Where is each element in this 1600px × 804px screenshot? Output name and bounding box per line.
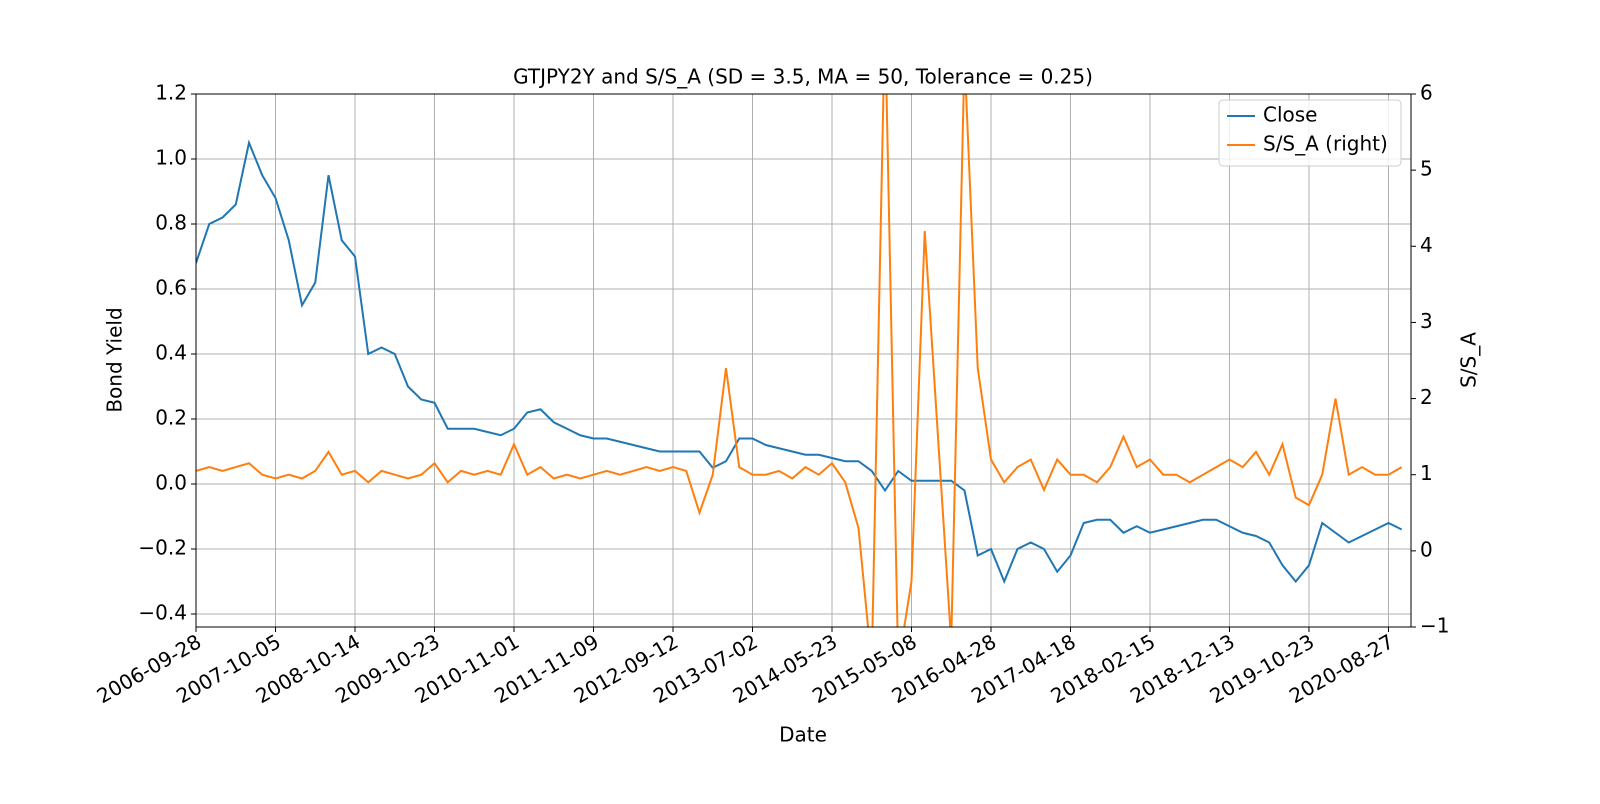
y-tick-label: 0.4 (155, 341, 187, 365)
x-axis-label: Date (779, 723, 827, 747)
y-axis-label: Bond Yield (103, 307, 127, 412)
y-tick-label: 1.0 (155, 146, 187, 170)
y-tick-label: 0.0 (155, 471, 187, 495)
y-tick-label: 0.6 (155, 276, 187, 300)
plot-frame (195, 93, 1412, 628)
y-tick-label: 1.2 (155, 81, 187, 105)
y2-tick-label: 0 (1420, 537, 1433, 561)
y2-tick-label: 3 (1420, 309, 1433, 333)
y-tick-label: −0.4 (138, 601, 187, 625)
y2-tick-label: 6 (1420, 81, 1433, 105)
y-tick-label: 0.2 (155, 406, 187, 430)
chart-title: GTJPY2Y and S/S_A (SD = 3.5, MA = 50, To… (513, 65, 1093, 89)
y-tick-label: −0.2 (138, 536, 187, 560)
y2-tick-label: 5 (1420, 157, 1433, 181)
legend: Close S/S_A (right) (1218, 99, 1402, 167)
legend-box (1218, 99, 1402, 167)
y2-axis-label: S/S_A (1457, 332, 1481, 388)
y2-tick-label: −1 (1420, 614, 1449, 638)
y2-tick-label: 4 (1420, 233, 1433, 257)
series-line (196, 94, 1403, 627)
y2-tick-label: 1 (1420, 461, 1433, 485)
y2-tick-label: 2 (1420, 385, 1433, 409)
series-line (196, 139, 1403, 585)
y-tick-label: 0.8 (155, 211, 187, 235)
legend-label: S/S_A (right) (1263, 132, 1388, 156)
legend-label: Close (1263, 103, 1317, 127)
